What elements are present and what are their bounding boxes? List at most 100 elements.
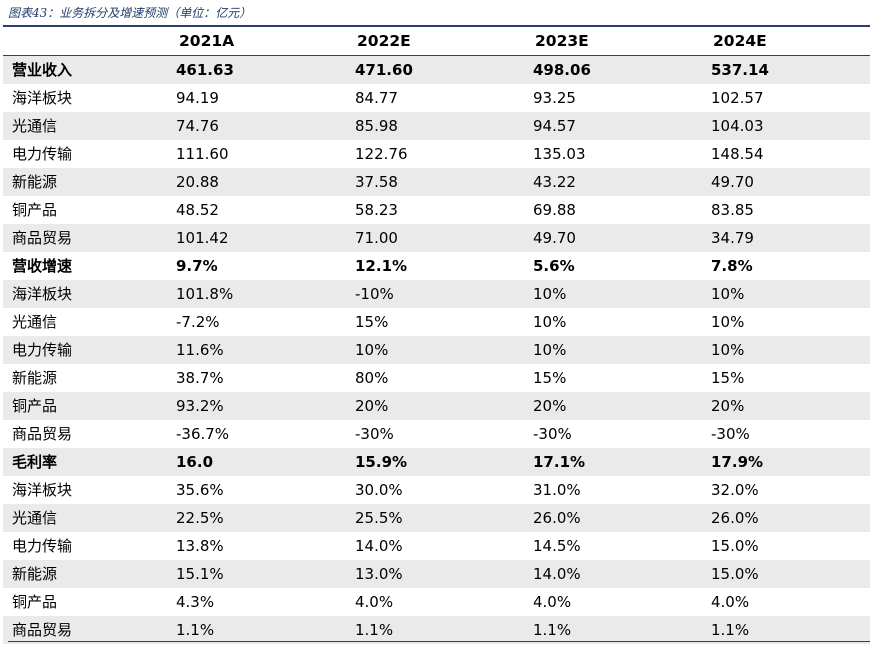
table-cell: 537.14 xyxy=(711,61,769,79)
table-cell: 4.3% xyxy=(176,593,215,611)
table-cell: 101.8% xyxy=(176,285,234,303)
table-cell: 111.60 xyxy=(176,145,229,163)
table-cell: 13.0% xyxy=(355,565,403,583)
table-cell: -30% xyxy=(711,425,750,443)
table-bottom-rule xyxy=(8,641,870,642)
table-cell: 10% xyxy=(711,341,745,359)
table-cell: 10% xyxy=(711,313,745,331)
table-cell: 10% xyxy=(355,341,389,359)
row-label: 商品贸易 xyxy=(12,621,73,639)
table-cell: 15.0% xyxy=(711,565,759,583)
table-cell: 16.0 xyxy=(176,453,214,471)
header-cell-2022e: 2022E xyxy=(357,32,411,50)
table-row: 新能源 38.7% 80% 15% 15% xyxy=(3,364,870,392)
table-cell: 12.1% xyxy=(355,257,408,275)
row-label: 商品贸易 xyxy=(12,425,73,443)
table-cell: 48.52 xyxy=(176,201,219,219)
table-cell: 93.25 xyxy=(533,89,576,107)
table-cell: 10% xyxy=(533,313,567,331)
row-label: 电力传输 xyxy=(12,145,73,163)
header-cell-2021a: 2021A xyxy=(179,32,235,50)
table-cell: 85.98 xyxy=(355,117,398,135)
table-cell: 20% xyxy=(355,397,389,415)
table-cell: 94.57 xyxy=(533,117,576,135)
table-cell: -10% xyxy=(355,285,394,303)
table-caption: 图表43：业务拆分及增速预测（单位：亿元） xyxy=(8,6,252,20)
row-label: 海洋板块 xyxy=(12,89,73,107)
table-cell: 4.0% xyxy=(355,593,394,611)
table-row: 商品贸易 101.42 71.00 49.70 34.79 xyxy=(3,224,870,252)
table-cell: 20% xyxy=(711,397,745,415)
table-cell: 104.03 xyxy=(711,117,764,135)
table-cell: 102.57 xyxy=(711,89,764,107)
table-header-row: 2021A 2022E 2023E 2024E xyxy=(3,27,870,56)
table-row: 商品贸易 1.1% 1.1% 1.1% 1.1% xyxy=(3,616,870,644)
table-cell: 461.63 xyxy=(176,61,234,79)
table-cell: 37.58 xyxy=(355,173,398,191)
table-cell: 101.42 xyxy=(176,229,229,247)
table-cell: 94.19 xyxy=(176,89,219,107)
table-cell: 38.7% xyxy=(176,369,224,387)
table-cell: 35.6% xyxy=(176,481,224,499)
table-cell: 14.5% xyxy=(533,537,581,555)
table-cell: 74.76 xyxy=(176,117,219,135)
table-cell: 69.88 xyxy=(533,201,576,219)
table-cell: 58.23 xyxy=(355,201,398,219)
table-row: 铜产品 93.2% 20% 20% 20% xyxy=(3,392,870,420)
table-cell: 84.77 xyxy=(355,89,398,107)
table-cell: 80% xyxy=(355,369,389,387)
table-cell: 83.85 xyxy=(711,201,754,219)
table-row: 营收增速 9.7% 12.1% 5.6% 7.8% xyxy=(3,252,870,280)
table-cell: 43.22 xyxy=(533,173,576,191)
header-cell-2023e: 2023E xyxy=(535,32,589,50)
table-cell: 498.06 xyxy=(533,61,591,79)
row-label: 电力传输 xyxy=(12,537,73,555)
table-cell: 122.76 xyxy=(355,145,408,163)
row-label: 商品贸易 xyxy=(12,229,73,247)
table-cell: 31.0% xyxy=(533,481,581,499)
forecast-table: 2021A 2022E 2023E 2024E 营业收入 461.63 471.60… xyxy=(3,25,870,644)
table-cell: 15% xyxy=(355,313,389,331)
row-label: 光通信 xyxy=(12,313,58,331)
table-cell: 30.0% xyxy=(355,481,403,499)
table-cell: 26.0% xyxy=(711,509,759,527)
table-cell: 1.1% xyxy=(355,621,394,639)
table-row: 电力传输 11.6% 10% 10% 10% xyxy=(3,336,870,364)
table-cell: 34.79 xyxy=(711,229,754,247)
row-label: 铜产品 xyxy=(12,593,58,611)
row-label: 新能源 xyxy=(12,369,58,387)
row-label: 新能源 xyxy=(12,565,58,583)
table-cell: 10% xyxy=(533,341,567,359)
row-label: 铜产品 xyxy=(12,397,58,415)
row-label: 新能源 xyxy=(12,173,58,191)
row-label: 海洋板块 xyxy=(12,285,73,303)
table-cell: 13.8% xyxy=(176,537,224,555)
table-cell: 135.03 xyxy=(533,145,586,163)
table-cell: 1.1% xyxy=(533,621,572,639)
table-row: 海洋板块 35.6% 30.0% 31.0% 32.0% xyxy=(3,476,870,504)
row-label: 毛利率 xyxy=(12,453,58,471)
table-cell: 26.0% xyxy=(533,509,581,527)
table-row: 海洋板块 94.19 84.77 93.25 102.57 xyxy=(3,84,870,112)
table-row: 新能源 15.1% 13.0% 14.0% 15.0% xyxy=(3,560,870,588)
table-cell: 1.1% xyxy=(711,621,750,639)
table-cell: 4.0% xyxy=(533,593,572,611)
table-row: 铜产品 48.52 58.23 69.88 83.85 xyxy=(3,196,870,224)
table-cell: 17.9% xyxy=(711,453,764,471)
table-row: 电力传输 13.8% 14.0% 14.5% 15.0% xyxy=(3,532,870,560)
table-cell: 5.6% xyxy=(533,257,575,275)
table-cell: 14.0% xyxy=(355,537,403,555)
table-cell: 148.54 xyxy=(711,145,764,163)
table-cell: 1.1% xyxy=(176,621,215,639)
table-cell: 7.8% xyxy=(711,257,753,275)
table-cell: 93.2% xyxy=(176,397,224,415)
table-cell: 49.70 xyxy=(533,229,576,247)
table-cell: 20% xyxy=(533,397,567,415)
table-row: 铜产品 4.3% 4.0% 4.0% 4.0% xyxy=(3,588,870,616)
table-cell: -30% xyxy=(533,425,572,443)
table-row: 商品贸易 -36.7% -30% -30% -30% xyxy=(3,420,870,448)
table-cell: 32.0% xyxy=(711,481,759,499)
table-cell: 15.1% xyxy=(176,565,224,583)
table-cell: 15.9% xyxy=(355,453,408,471)
row-label: 光通信 xyxy=(12,509,58,527)
